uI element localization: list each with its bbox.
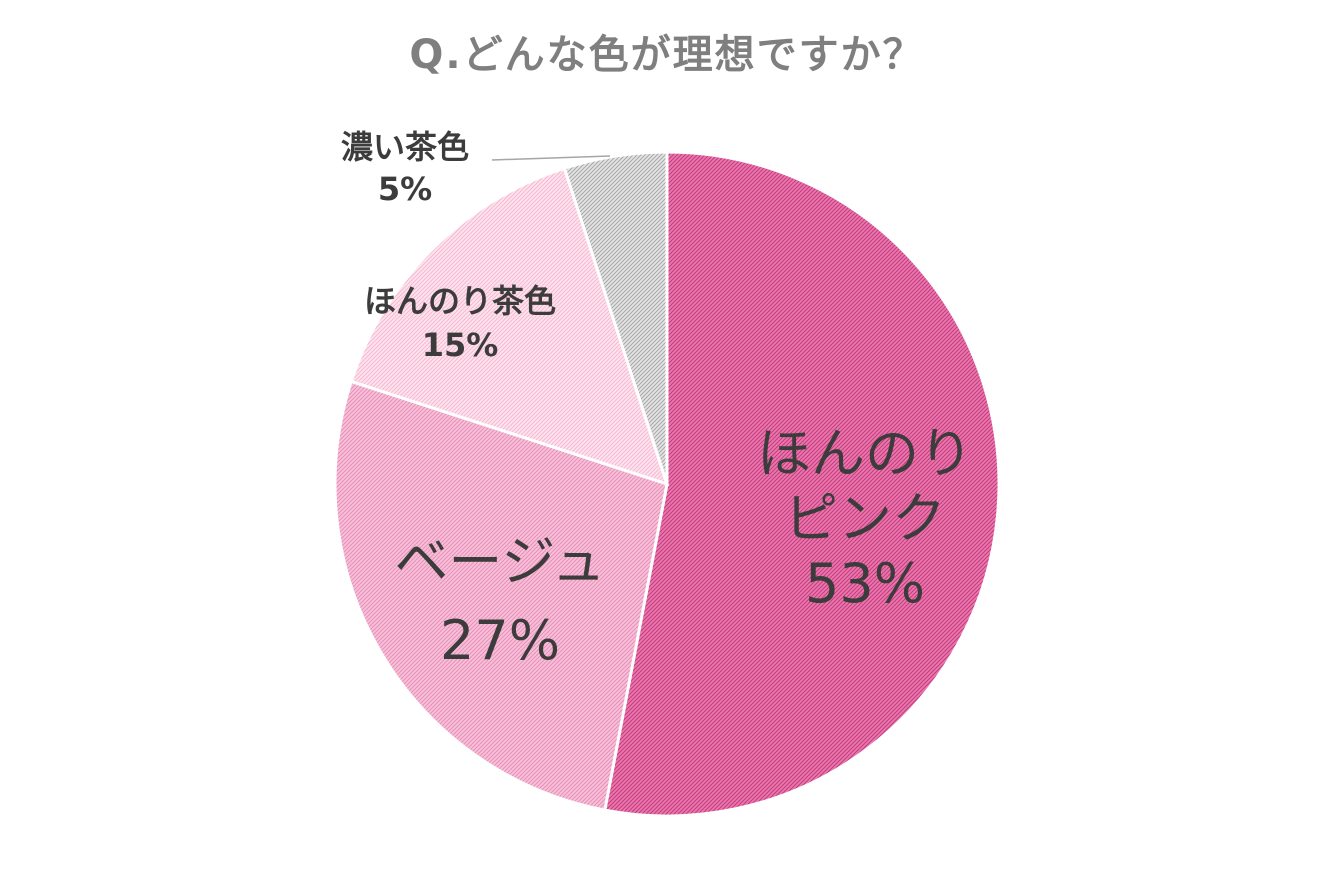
slice-name-dark-brown: 濃い茶色 (340, 128, 469, 166)
slice-value-dark-brown: 5% (377, 170, 433, 209)
slice-name-beige: ベージュ (394, 530, 606, 593)
slice-name-light-brown: ほんのり茶色 (363, 282, 556, 320)
slice-label-beige: ベージュ 27% (360, 530, 640, 674)
slice-label-light-pink: ほんのり ピンク 53% (735, 422, 995, 616)
pie-slice-light-brown (349, 166, 670, 487)
slice-name-light-pink-line1: ほんのり (757, 422, 973, 485)
pie-slice-dark-brown (562, 150, 669, 485)
chart-title: Q.どんな色が理想ですか？ (409, 32, 925, 78)
leader-line-dark-brown (491, 155, 611, 161)
slice-value-light-brown: 15% (421, 326, 499, 365)
slice-label-dark-brown: 濃い茶色 5% (305, 128, 505, 209)
slice-name-light-pink-line2: ピンク (784, 486, 946, 550)
pie-slice-light-pink (603, 150, 1001, 818)
slice-value-light-pink: 53% (804, 551, 926, 615)
slice-label-light-brown: ほんのり茶色 15% (330, 282, 590, 365)
pie-slice-beige (333, 379, 669, 812)
slice-value-beige: 27% (439, 608, 561, 672)
